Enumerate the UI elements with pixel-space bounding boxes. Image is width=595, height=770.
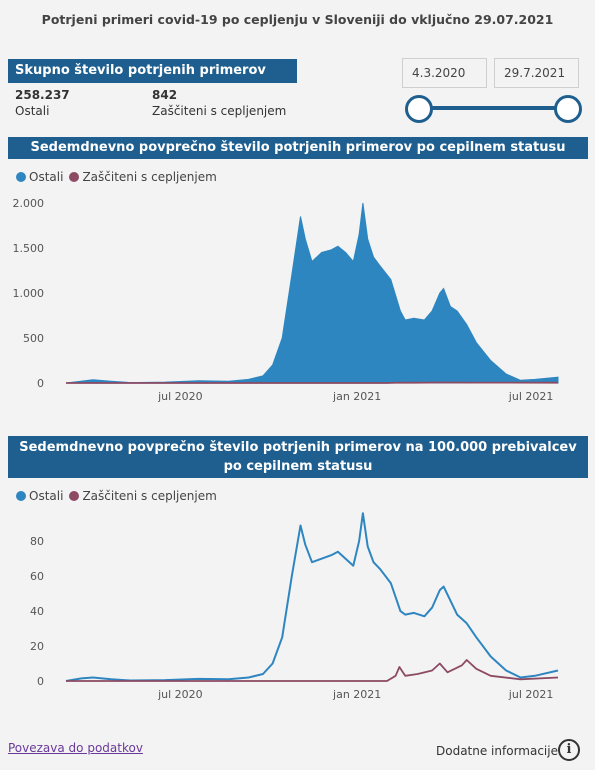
y-tick-label: 60 <box>30 570 44 583</box>
kpi-ostali: 258.237 Ostali <box>15 88 70 118</box>
y-tick-label: 1.000 <box>13 287 45 300</box>
y-tick-label: 40 <box>30 605 44 618</box>
legend-label: Ostali <box>29 489 64 503</box>
legend-label: Ostali <box>29 170 64 184</box>
y-tick-label: 0 <box>37 675 44 688</box>
date-slider-end-handle[interactable] <box>554 95 582 123</box>
x-tick-label: jul 2020 <box>157 390 203 403</box>
x-tick-label: jul 2021 <box>508 390 554 403</box>
summary-header: Skupno število potrjenih primerov <box>8 59 297 83</box>
kpi-label: Zaščiteni s cepljenjem <box>152 104 287 118</box>
legend-item-zasciteni[interactable]: Zaščiteni s cepljenjem <box>69 489 217 503</box>
y-tick-label: 500 <box>23 332 44 345</box>
chart2-title: Sedemdnevno povprečno število potrjenih … <box>8 436 588 478</box>
start-date-input[interactable]: 4.3.2020 <box>402 58 487 88</box>
date-slider-track[interactable] <box>418 106 568 110</box>
data-link[interactable]: Povezava do podatkov <box>8 741 143 755</box>
chart1-title: Sedemdnevno povprečno število potrjenih … <box>8 137 588 159</box>
legend-dot-icon <box>16 172 26 182</box>
page-title: Potrjeni primeri covid-19 po cepljenju v… <box>41 12 554 27</box>
series-zasciteni-line[interactable] <box>66 381 559 384</box>
legend-dot-icon <box>69 491 80 501</box>
legend-dot-icon <box>69 172 80 182</box>
y-tick-label: 2.000 <box>13 197 45 210</box>
more-info-label: Dodatne informacije <box>436 744 558 758</box>
y-tick-label: 0 <box>37 377 44 390</box>
legend-item-ostali[interactable]: Ostali <box>16 170 63 184</box>
chart1-legend: Ostali Zaščiteni s cepljenjem <box>16 170 223 184</box>
legend-label: Zaščiteni s cepljenjem <box>82 170 217 184</box>
date-slider-start-handle[interactable] <box>405 95 433 123</box>
x-tick-label: jul 2020 <box>157 688 203 701</box>
series-ostali-area[interactable] <box>65 202 559 384</box>
series-zasciteni-line[interactable] <box>66 659 559 682</box>
y-tick-label: 1.500 <box>13 242 45 255</box>
legend-dot-icon <box>16 491 26 501</box>
y-tick-label: 20 <box>30 640 44 653</box>
x-tick-label: jan 2021 <box>332 688 381 701</box>
kpi-label: Ostali <box>15 104 50 118</box>
kpi-value: 842 <box>152 88 178 102</box>
legend-label: Zaščiteni s cepljenjem <box>82 489 217 503</box>
x-tick-label: jul 2021 <box>508 688 554 701</box>
end-date-input[interactable]: 29.7.2021 <box>494 58 579 88</box>
x-tick-label: jan 2021 <box>332 390 381 403</box>
chart2-plot: 0 20 40 60 80 jul 2020 jan 2021 jul 2021 <box>30 512 559 701</box>
kpi-zasciteni: 842 Zaščiteni s cepljenjem <box>152 88 286 118</box>
info-icon[interactable]: i <box>558 739 580 761</box>
series-ostali-line[interactable] <box>65 512 559 682</box>
kpi-value: 258.237 <box>15 88 70 102</box>
legend-item-zasciteni[interactable]: Zaščiteni s cepljenjem <box>69 170 217 184</box>
legend-item-ostali[interactable]: Ostali <box>16 489 63 503</box>
y-tick-label: 80 <box>30 535 44 548</box>
chart2-legend: Ostali Zaščiteni s cepljenjem <box>16 489 223 503</box>
chart1-plot: 0 500 1.000 1.500 2.000 jul 2020 jan 2021 jul 2… <box>13 197 559 403</box>
